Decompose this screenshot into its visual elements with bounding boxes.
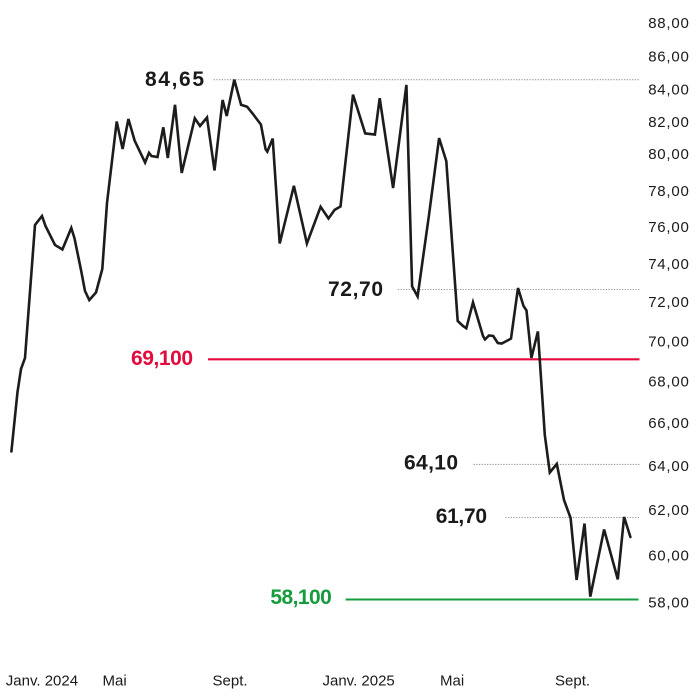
svg-text:69,100: 69,100	[131, 347, 193, 370]
svg-text:74,00: 74,00	[648, 256, 689, 273]
svg-text:64,10: 64,10	[404, 452, 458, 475]
svg-text:Mai: Mai	[440, 672, 464, 689]
svg-text:76,00: 76,00	[648, 219, 689, 236]
svg-text:Sept.: Sept.	[213, 672, 248, 689]
svg-text:86,00: 86,00	[648, 49, 689, 66]
svg-text:60,00: 60,00	[648, 548, 689, 565]
svg-text:72,00: 72,00	[648, 294, 689, 311]
svg-text:78,00: 78,00	[648, 183, 689, 200]
svg-text:64,00: 64,00	[648, 458, 689, 475]
svg-text:68,00: 68,00	[648, 374, 689, 391]
svg-text:80,00: 80,00	[648, 146, 689, 163]
svg-text:58,00: 58,00	[648, 595, 689, 612]
svg-text:72,70: 72,70	[328, 278, 383, 301]
svg-text:70,00: 70,00	[648, 333, 689, 350]
svg-text:61,70: 61,70	[436, 505, 487, 528]
svg-text:88,00: 88,00	[648, 15, 689, 32]
svg-text:Mai: Mai	[103, 672, 127, 689]
svg-text:58,100: 58,100	[270, 586, 331, 609]
svg-text:62,00: 62,00	[648, 502, 689, 519]
svg-text:84,00: 84,00	[648, 82, 689, 99]
svg-text:Janv. 2025: Janv. 2025	[323, 672, 395, 689]
svg-text:Janv. 2024: Janv. 2024	[6, 672, 78, 689]
svg-text:Sept.: Sept.	[555, 672, 590, 689]
svg-text:84,65: 84,65	[145, 68, 204, 91]
svg-text:82,00: 82,00	[648, 114, 689, 131]
svg-text:66,00: 66,00	[648, 415, 689, 432]
